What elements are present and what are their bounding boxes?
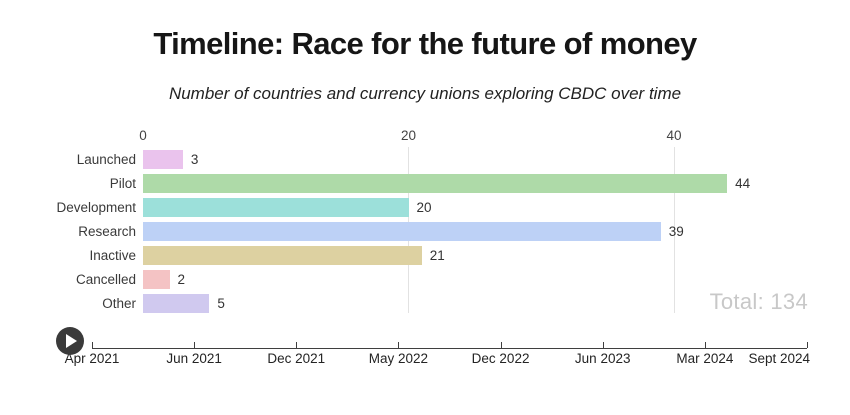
category-label: Launched [76, 152, 136, 167]
timeline-tick [92, 342, 93, 348]
bar-development[interactable] [143, 198, 409, 217]
category-label: Inactive [89, 248, 136, 263]
axis-tick-label: 20 [400, 128, 417, 143]
bar-row: Inactive 21 [0, 246, 850, 265]
grid-line [673, 147, 675, 313]
category-label: Pilot [109, 176, 136, 191]
timeline-label: Dec 2022 [471, 351, 530, 366]
timeline-tick [704, 342, 706, 348]
value-label: 2 [177, 272, 186, 287]
bar-row: Launched 3 [0, 150, 850, 169]
total-label: Total: 134 [709, 289, 808, 314]
value-label: 39 [668, 224, 684, 239]
timeline-label: Sept 2024 [748, 351, 810, 366]
bar-row: Cancelled 2 [0, 270, 850, 289]
category-label: Research [78, 224, 136, 239]
axis-tick-label: 0 [139, 128, 147, 143]
timeline-axis[interactable] [92, 348, 807, 349]
timeline-tick [500, 342, 502, 348]
bar-other[interactable] [143, 294, 210, 313]
value-label: 21 [429, 248, 445, 263]
value-label: 20 [416, 200, 432, 215]
timeline-tick [807, 342, 808, 348]
bar-inactive[interactable] [143, 246, 422, 265]
timeline-tick [194, 342, 196, 348]
category-label: Cancelled [75, 272, 136, 287]
axis-tick-label: 40 [666, 128, 682, 143]
value-label: 44 [735, 176, 751, 191]
timeline-label: Mar 2024 [676, 351, 734, 366]
timeline-label: Apr 2021 [64, 351, 120, 366]
bar-launched[interactable] [143, 150, 183, 169]
bar-cancelled[interactable] [143, 270, 170, 289]
bar-pilot[interactable] [143, 174, 728, 193]
value-label: 3 [190, 152, 199, 167]
timeline-label: Jun 2023 [574, 351, 631, 366]
timeline-tick [296, 342, 298, 348]
bar-row: Pilot 44 [0, 174, 850, 193]
timeline-tick [602, 342, 604, 348]
bar-row: Development 20 [0, 198, 850, 217]
category-label: Other [102, 296, 136, 311]
timeline-tick [398, 342, 400, 348]
category-label: Development [56, 200, 136, 215]
play-button[interactable] [56, 327, 84, 355]
chart-subtitle: Number of countries and currency unions … [168, 84, 682, 103]
timeline-label: May 2022 [368, 351, 429, 366]
value-label: 5 [217, 296, 225, 311]
timeline-label: Dec 2021 [267, 351, 326, 366]
bar-row: Research 39 [0, 222, 850, 241]
bar-row: Other 5 [0, 294, 850, 313]
bar-research[interactable] [143, 222, 661, 241]
play-icon [66, 334, 77, 348]
chart-title: Timeline: Race for the future of money [153, 26, 697, 61]
timeline-label: Jun 2021 [166, 351, 222, 366]
